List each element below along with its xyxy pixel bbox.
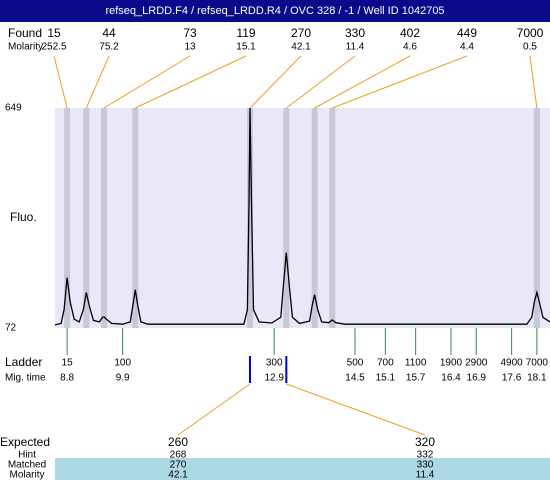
found-molarity: 75.2 — [99, 42, 119, 53]
expected-value: 260 — [168, 435, 188, 449]
x-tick-label: 18.1 — [527, 373, 547, 384]
found-band — [311, 108, 318, 328]
found-band — [100, 108, 107, 328]
title-bar — [0, 0, 550, 22]
x-tick-label: 17.6 — [502, 373, 522, 384]
hint-value: 332 — [417, 450, 434, 461]
found-band — [283, 108, 290, 328]
found-size: 330 — [345, 26, 365, 40]
found-molarity: 0.5 — [523, 42, 537, 53]
found-size: 73 — [183, 26, 197, 40]
found-connector — [286, 55, 356, 109]
expected-molarity-label: Molarity — [9, 470, 44, 480]
x-label: Mig. time — [5, 373, 46, 384]
ladder-size: 4900 — [500, 358, 523, 369]
found-label: Found — [8, 26, 42, 40]
matched-value: 270 — [170, 460, 187, 471]
ladder-size: 700 — [377, 358, 394, 369]
ladder-label: Ladder — [5, 355, 42, 369]
found-size: 119 — [236, 26, 255, 40]
ladder-size: 7000 — [526, 358, 549, 369]
found-size: 15 — [47, 26, 61, 40]
x-tick-label: 16.4 — [441, 373, 461, 384]
expected-molarity: 11.4 — [416, 470, 435, 480]
found-molarity: 13 — [184, 42, 196, 53]
expected-molarity: 42.1 — [168, 470, 188, 480]
found-band — [64, 108, 71, 328]
found-molarity: 252.5 — [41, 42, 66, 53]
ladder-size: 300 — [266, 358, 283, 369]
ladder-size: 1900 — [440, 358, 463, 369]
expected-connector — [286, 383, 426, 436]
x-tick-label: 9.9 — [116, 373, 130, 384]
found-molarity-label: Molarity — [8, 42, 43, 53]
found-connector — [314, 55, 411, 109]
x-tick-label: 14.5 — [345, 373, 365, 384]
expected-value: 320 — [415, 435, 435, 449]
found-molarity: 15.1 — [236, 42, 256, 53]
found-size: 270 — [291, 26, 311, 40]
found-connector — [332, 55, 468, 109]
plot-area — [55, 108, 550, 328]
expected-label: Expected — [0, 435, 50, 449]
ladder-size: 1100 — [405, 358, 427, 369]
found-connector — [103, 55, 191, 109]
found-size: 449 — [457, 26, 477, 40]
title: refseq_LRDD.F4 / refseq_LRDD.R4 / OVC 32… — [105, 5, 444, 17]
x-tick-label: 8.8 — [60, 373, 74, 384]
y-tick-label: 72 — [5, 323, 17, 334]
ladder-size: 500 — [347, 358, 364, 369]
found-band — [83, 108, 90, 328]
x-tick-label: 15.7 — [406, 373, 426, 384]
matched-band — [55, 458, 550, 480]
found-molarity: 4.6 — [403, 42, 417, 53]
y-label: Fluo. — [10, 210, 37, 224]
x-tick-label: 15.1 — [376, 373, 396, 384]
found-connector — [53, 55, 68, 109]
ladder-size: 2900 — [465, 358, 488, 369]
found-molarity: 4.4 — [460, 42, 474, 53]
found-connector — [249, 55, 302, 109]
ladder-size: 100 — [114, 358, 131, 369]
found-molarity: 42.1 — [291, 42, 311, 53]
matched-label: Matched — [8, 460, 46, 471]
found-connector — [135, 55, 247, 109]
found-connector — [529, 55, 538, 109]
expected-connector — [177, 383, 251, 436]
found-molarity: 11.4 — [346, 42, 365, 53]
found-band — [533, 108, 540, 328]
found-size: 7000 — [517, 26, 544, 40]
x-tick-label: 16.9 — [467, 373, 487, 384]
found-size: 44 — [102, 26, 116, 40]
matched-value: 330 — [417, 460, 434, 471]
hint-value: 268 — [170, 450, 187, 461]
hint-label: Hint — [18, 450, 36, 461]
x-tick-label: 12.9 — [264, 373, 284, 384]
found-band — [246, 108, 253, 328]
found-band — [132, 108, 139, 328]
found-band — [329, 108, 336, 328]
ladder-size: 15 — [62, 358, 74, 369]
y-tick-label: 649 — [5, 103, 22, 114]
found-connector — [85, 55, 110, 109]
found-size: 402 — [400, 26, 420, 40]
